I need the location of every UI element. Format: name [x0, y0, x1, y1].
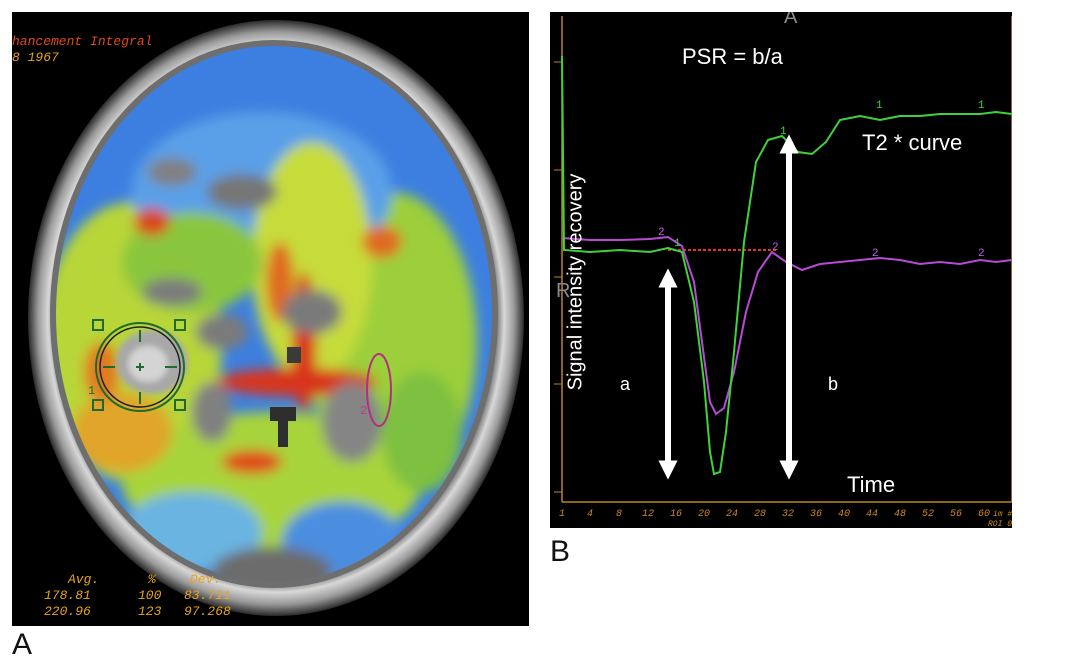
series-1-marker-right: 1 — [978, 100, 985, 112]
x-axis-title: Time — [847, 472, 896, 497]
overlay-header-title: hancement Integral — [12, 34, 153, 49]
roi-2-marker — [366, 353, 392, 427]
series-2-curve — [561, 235, 1012, 416]
x-tick: 52 — [922, 509, 934, 520]
series-1-marker-mid: 1 — [876, 100, 883, 112]
psr-formula: PSR = b/a — [682, 44, 783, 69]
stats-header-pct: % — [148, 572, 156, 587]
brain-scan-graphic: 1 2 — [28, 20, 524, 616]
roi-1-marker — [92, 319, 186, 412]
stats-row-1-dev: 83.711 — [184, 588, 231, 603]
x-tick: 12 — [642, 509, 654, 520]
x-tick: 28 — [754, 509, 766, 520]
x-tick: 16 — [670, 509, 682, 520]
x-tick: 8 — [616, 509, 622, 520]
x-unit: im # — [993, 510, 1012, 519]
x-tick: 1 — [559, 509, 565, 520]
mri-perfusion-image: 1 2 hancement Integral 8 1967 Avg. % Dev… — [12, 12, 529, 626]
roi-1-number: 1 — [88, 384, 95, 398]
series-1-curve — [561, 55, 1012, 476]
x-tick: 56 — [950, 509, 962, 520]
label-b: b — [828, 374, 839, 394]
top-marker: A — [784, 12, 798, 28]
stats-row-2-avg: 220.96 — [44, 604, 91, 619]
overlay-header-date: 8 1967 — [12, 50, 59, 65]
y-tick-marks — [554, 61, 562, 493]
series-2-marker-right: 2 — [978, 248, 985, 260]
y-axis-title: Signal intensity recovery — [564, 173, 587, 391]
x-tick: 40 — [838, 509, 850, 520]
stats-row-2-pct: 123 — [138, 604, 162, 619]
x-tick: 4 — [587, 509, 593, 520]
x-tick: 24 — [726, 509, 738, 520]
curve-label: T2 * curve — [862, 130, 963, 155]
curve-graphic: 2 1 1 1 1 2 2 2 1 4 8 12 16 20 24 28 32 … — [554, 16, 1012, 528]
stats-row-2-dev: 97.268 — [184, 604, 231, 619]
stats-row-1-pct: 100 — [138, 588, 162, 603]
stats-row-1-avg: 178.81 — [44, 588, 91, 603]
corner-roi-text: ROI 01 — [988, 520, 1012, 528]
x-tick-labels: 1 4 8 12 16 20 24 28 32 36 40 44 48 52 5… — [559, 509, 1012, 528]
x-tick: 20 — [698, 509, 710, 520]
label-a: a — [620, 374, 631, 394]
series-2-marker-mid2: 2 — [872, 248, 879, 260]
figure-label-a: A — [12, 628, 33, 661]
series-2-marker-left: 2 — [658, 227, 665, 239]
stats-header-dev: Dev. — [190, 572, 222, 587]
x-tick: 44 — [866, 509, 878, 520]
signal-curve-plot: 2 1 1 1 1 2 2 2 1 4 8 12 16 20 24 28 32 … — [550, 12, 1012, 528]
series-1-marker-peak: 1 — [780, 126, 787, 138]
stats-header-avg: Avg. — [68, 572, 100, 587]
x-tick: 60 — [978, 509, 990, 520]
x-tick: 48 — [894, 509, 906, 520]
x-tick: 36 — [810, 509, 822, 520]
x-tick: 32 — [782, 509, 794, 520]
roi-2-number: 2 — [360, 404, 367, 418]
series-1-marker-left: 1 — [674, 238, 681, 250]
figure-label-b: B — [550, 535, 571, 568]
series-2-marker-mid: 2 — [772, 242, 779, 254]
r-marker: R — [556, 280, 571, 302]
